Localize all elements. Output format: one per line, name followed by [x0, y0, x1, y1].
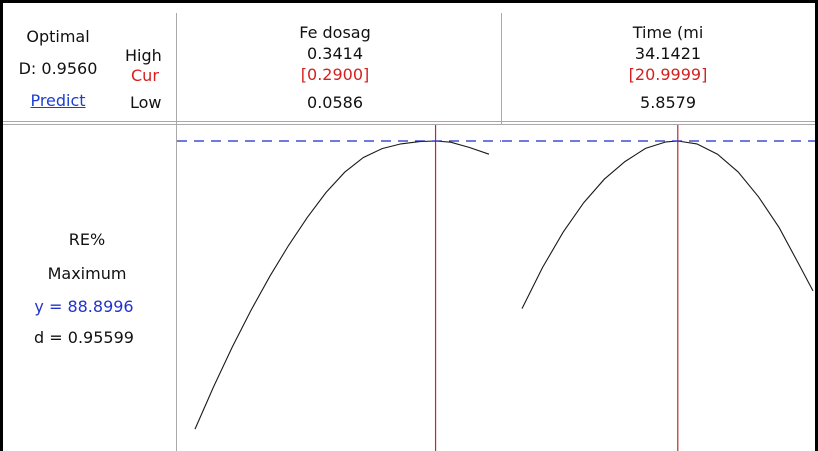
response-desirability: d = 0.95599 [34, 328, 134, 347]
predicted-response: y = 88.8996 [34, 297, 134, 316]
high-row-label: High [125, 46, 162, 65]
desirability-value: D: 0.9560 [18, 59, 98, 78]
cur-row-label: Cur [131, 66, 159, 85]
factor-1-high: 0.3414 [307, 44, 363, 63]
response-name: RE% [68, 230, 106, 249]
response-goal: Maximum [47, 264, 127, 283]
header-divider [3, 121, 815, 122]
factor-1-low: 0.0586 [307, 93, 363, 112]
response-plots [177, 125, 815, 451]
factor-2-name: Time (mi [632, 23, 704, 42]
response-curve-2 [521, 140, 814, 309]
left-column-divider [176, 13, 177, 451]
predict-link[interactable]: Predict [30, 91, 86, 110]
factor-1-current[interactable]: [0.2900] [300, 65, 370, 84]
factor-2-low: 5.8579 [640, 93, 696, 112]
factor-2-high: 34.1421 [634, 44, 702, 63]
header-divider-2 [3, 124, 815, 125]
optimal-label: Optimal [26, 27, 90, 46]
low-row-label: Low [130, 93, 162, 112]
factor-1-name: Fe dosag [299, 23, 371, 42]
factor-2-current[interactable]: [20.9999] [628, 65, 708, 84]
